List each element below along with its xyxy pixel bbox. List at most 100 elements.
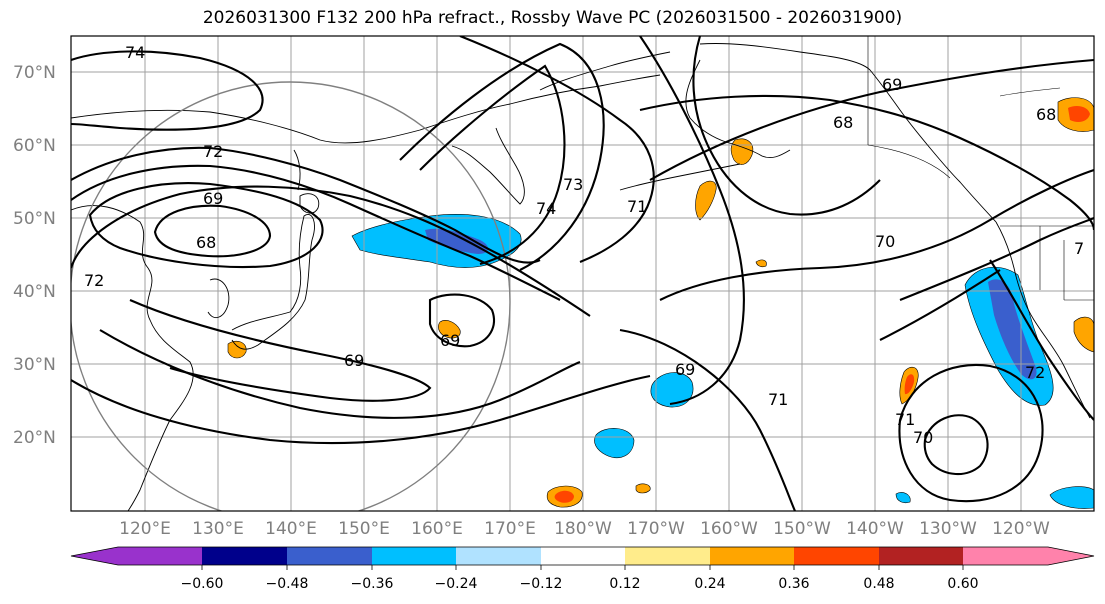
- positive-anomaly-japan: [227, 340, 247, 359]
- contour-label: 71: [768, 390, 788, 409]
- colorbar-seg: [879, 547, 963, 565]
- colorbar-tick-label: −0.60: [181, 576, 224, 592]
- colorbar-tick-label: −0.48: [266, 576, 309, 592]
- positive-anomaly-small-2: [755, 259, 767, 268]
- contour-east-lines: [899, 217, 1094, 301]
- lon-label: 170°W: [627, 519, 685, 539]
- anomaly-shading: [227, 97, 1094, 509]
- contour-low-east: [692, 36, 881, 216]
- colorbar-seg: [710, 547, 794, 565]
- colorbar-tick-label: 0.48: [863, 576, 894, 592]
- lat-label: 30°N: [13, 355, 56, 375]
- negative-anomaly-kuroshio-core: [425, 228, 489, 254]
- lon-label: 170°E: [484, 519, 536, 539]
- coastline-aleutians: [619, 163, 741, 191]
- contour-label: 68: [196, 233, 216, 252]
- lon-label: 150°E: [338, 519, 390, 539]
- contour-72-outer: [71, 185, 591, 317]
- contour-70-high-outer: [898, 363, 1044, 503]
- lon-label: 130°E: [192, 519, 244, 539]
- lon-label: 160°W: [700, 519, 758, 539]
- colorbar-seg: [625, 547, 710, 565]
- positive-anomaly-hawaii-core: [904, 374, 915, 395]
- longitude-labels: 120°E 130°E 140°E 150°E 160°E 170°E 180°…: [119, 519, 1050, 539]
- positive-anomaly-japan-east: [438, 320, 461, 339]
- colorbar-seg: [287, 547, 372, 565]
- contour-68-low: [153, 204, 272, 258]
- coastline-sakhalin: [293, 149, 301, 191]
- contour-70-high-inner: [923, 414, 989, 476]
- lon-label: 180°W: [554, 519, 612, 539]
- contour-east-lines-2: [879, 269, 1001, 341]
- colorbar-tick-label: −0.12: [520, 576, 563, 592]
- colorbar-seg-over: [963, 547, 1094, 565]
- contour-72-east: [989, 259, 1094, 421]
- contour-71-center: [619, 328, 796, 511]
- contour-label: 71: [627, 197, 647, 216]
- lat-label: 20°N: [13, 428, 56, 448]
- positive-anomaly-small-1: [635, 483, 651, 494]
- lon-label: 140°W: [846, 519, 904, 539]
- contour-label: 69: [675, 360, 695, 379]
- map-title: 2026031300 F132 200 hPa refract., Rossby…: [202, 8, 903, 28]
- contour-label: 69: [882, 75, 902, 94]
- coastline-kamchatka: [451, 127, 525, 205]
- colorbar: −0.60 −0.48 −0.36 −0.24 −0.12 0.12 0.24 …: [70, 546, 1095, 592]
- contour-68-north: [639, 94, 1094, 231]
- contour-label: 72: [203, 142, 223, 161]
- lon-label: 120°E: [119, 519, 171, 539]
- colorbar-seg: [456, 547, 541, 565]
- positive-anomaly-aleutian: [695, 180, 717, 221]
- contour-71-trough: [459, 36, 655, 263]
- colorbar-tick-label: 0.24: [694, 576, 725, 592]
- colorbar-seg: [794, 547, 879, 565]
- contour-71-south: [71, 374, 651, 445]
- coastline-okhotsk-siberia: [71, 74, 661, 144]
- latitude-labels: 70°N 60°N 50°N 40°N 30°N 20°N: [13, 63, 56, 448]
- lon-label: 160°E: [411, 519, 463, 539]
- lat-label: 50°N: [13, 209, 56, 229]
- contour-74-north: [71, 50, 264, 131]
- contour-69-ridge: [428, 293, 495, 348]
- colorbar-tick-label: −0.24: [435, 576, 478, 592]
- colorbar-ticks: [201, 565, 964, 570]
- colorbar-tick-label: 0.12: [609, 576, 640, 592]
- coastline-alaska: [699, 43, 997, 223]
- graticule: [71, 36, 1094, 511]
- contour-label: 69: [440, 331, 460, 350]
- lat-label: 60°N: [13, 136, 56, 156]
- contour-69-north: [649, 58, 1094, 181]
- coastline-korea: [207, 278, 230, 319]
- negative-anomaly-south: [594, 428, 635, 459]
- contour-label: 73: [563, 175, 583, 194]
- contour-72-west: [71, 146, 541, 264]
- contour-label: 74: [125, 43, 145, 62]
- colorbar-tick-label: 0.60: [947, 576, 978, 592]
- contour-74-trough: [419, 64, 566, 266]
- colorbar-seg: [541, 547, 625, 565]
- contour-label: 68: [833, 113, 853, 132]
- lon-label: 140°E: [265, 519, 317, 539]
- coastline-east-asia: [71, 205, 194, 511]
- contour-71-west: [71, 164, 561, 301]
- contour-label: 72: [1025, 363, 1045, 382]
- contour-70-south: [99, 329, 581, 419]
- contour-70-center: [659, 169, 1094, 301]
- positive-anomaly-alaska-core: [1068, 106, 1090, 122]
- colorbar-tick-label: 0.36: [778, 576, 809, 592]
- contour-label: 69: [203, 189, 223, 208]
- contour-label: 70: [913, 428, 933, 447]
- lon-label: 130°W: [919, 519, 977, 539]
- colorbar-tick-label: −0.36: [351, 576, 394, 592]
- colorbar-seg: [202, 547, 287, 565]
- positive-anomaly-south-core: [554, 490, 574, 503]
- lat-label: 40°N: [13, 282, 56, 302]
- positive-anomaly-west: [1073, 316, 1094, 353]
- contour-label: 7: [1074, 239, 1084, 258]
- borders: [867, 36, 1094, 301]
- region-circle: [71, 81, 511, 511]
- lon-label: 120°W: [992, 519, 1050, 539]
- contour-69-low: [88, 182, 324, 269]
- colorbar-seg: [372, 547, 456, 565]
